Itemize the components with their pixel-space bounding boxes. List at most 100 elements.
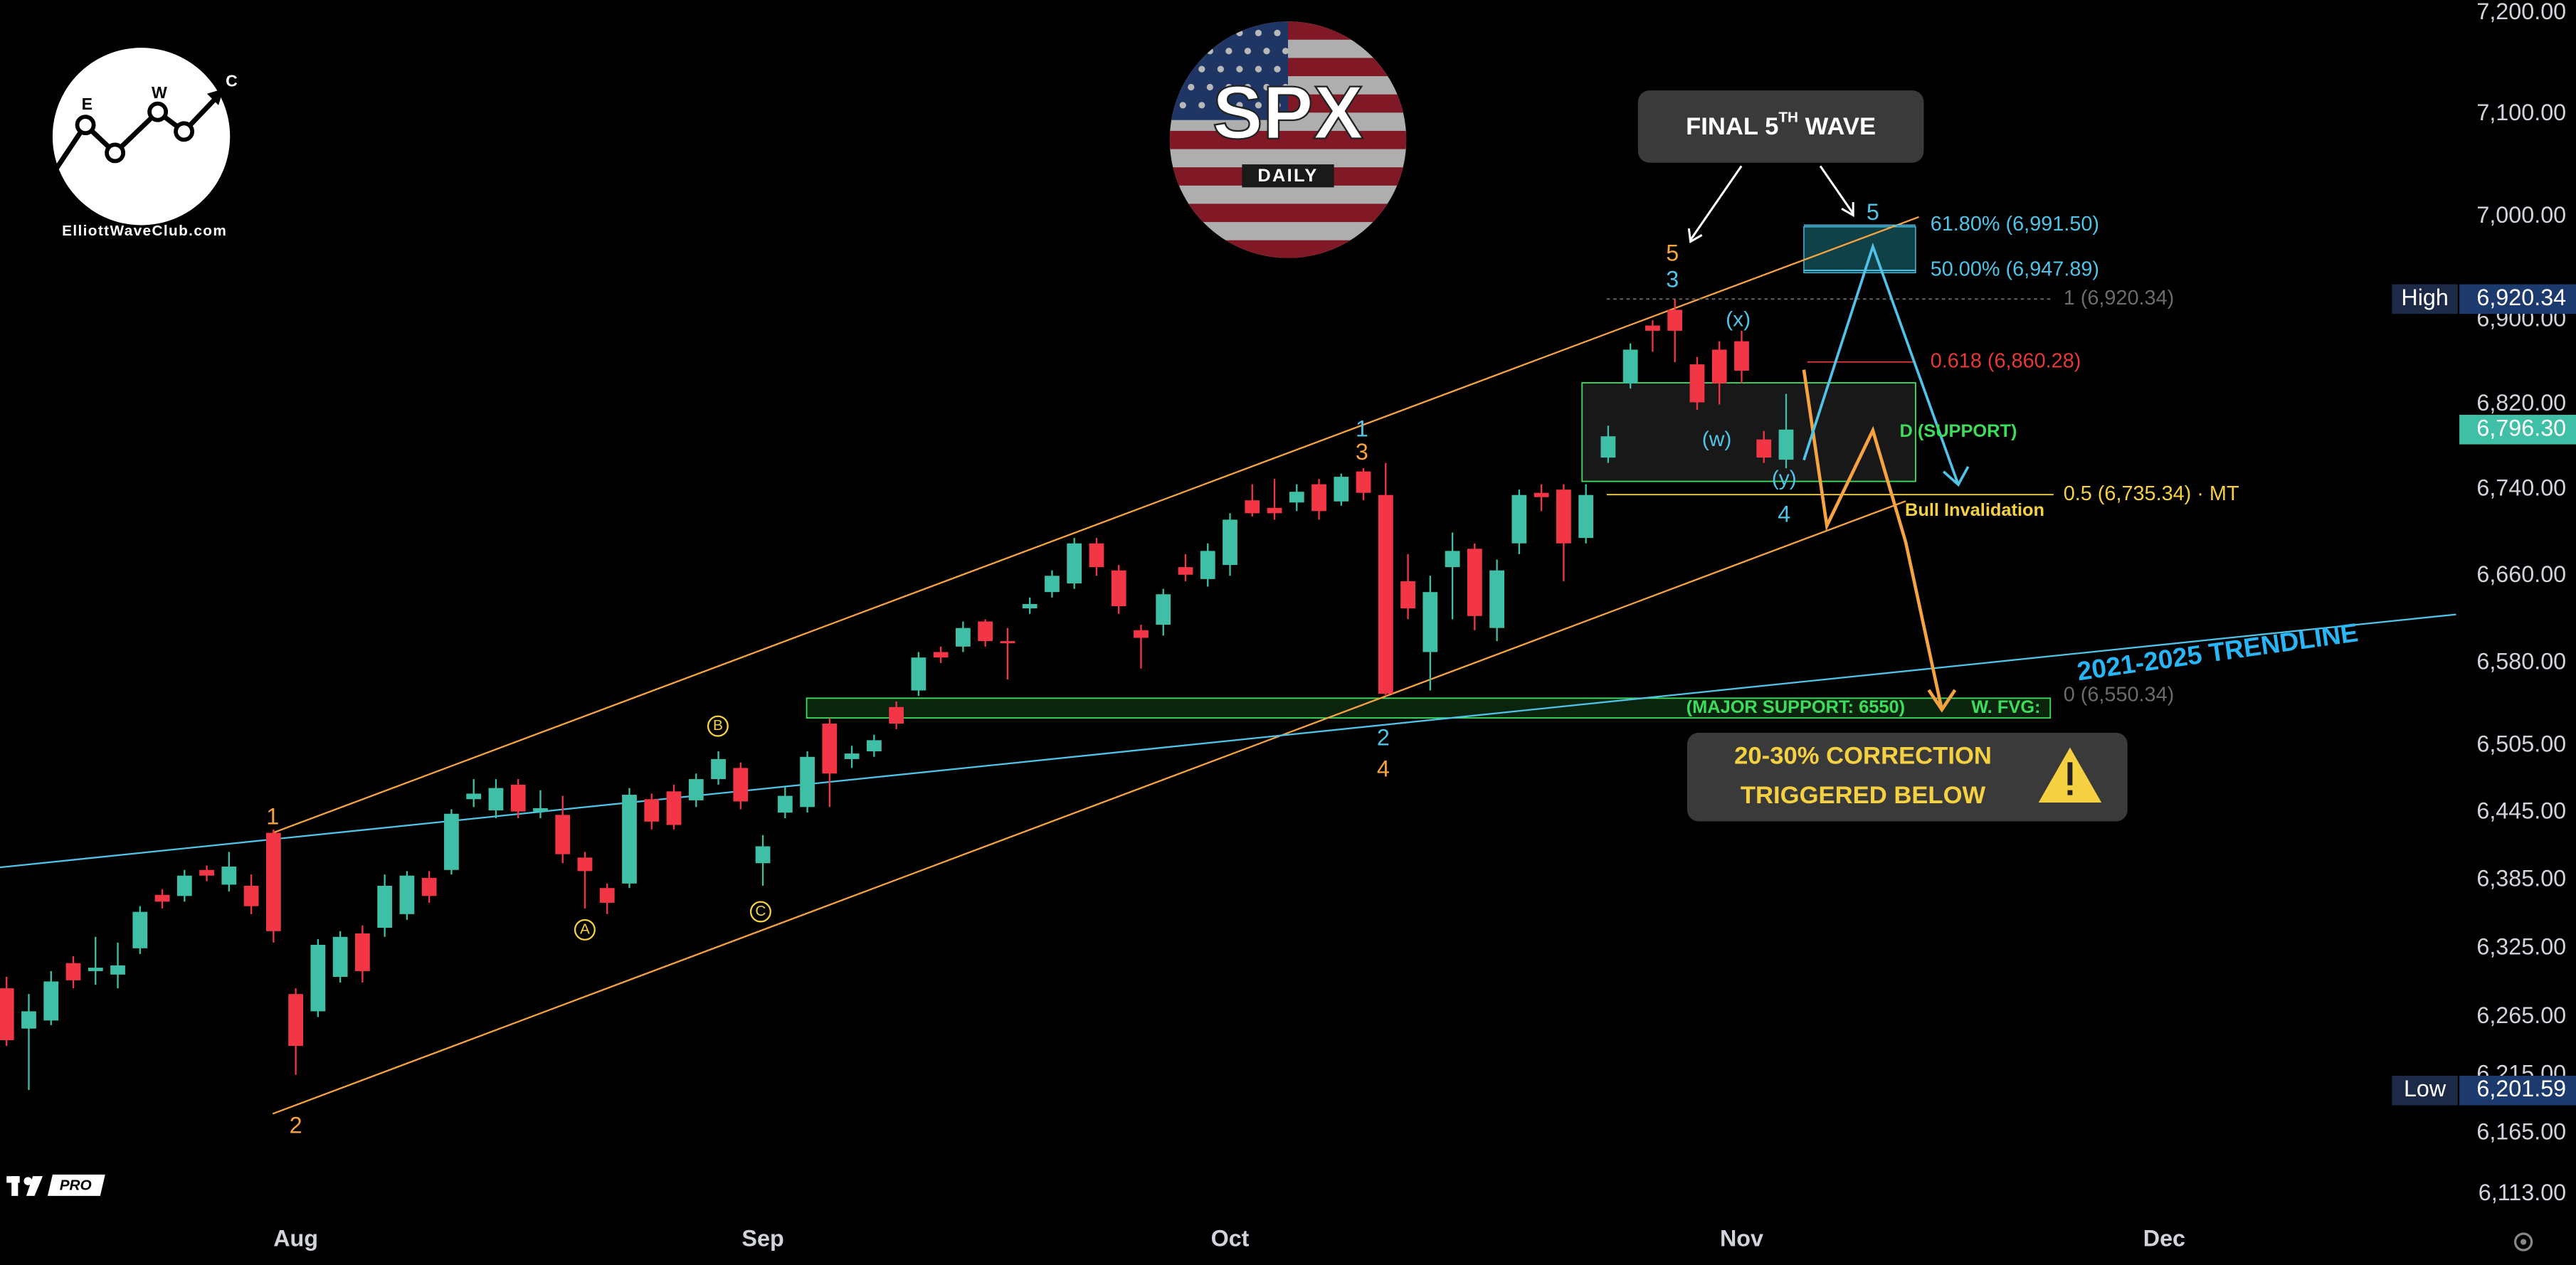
badge-interval: DAILY: [1257, 166, 1318, 186]
x-tick-label: Dec: [2143, 1226, 2185, 1251]
logo-letter: W: [152, 83, 167, 102]
level-label: 0.618 (6,860.28): [1931, 349, 2081, 372]
y-tick-label: 7,100.00: [2476, 100, 2566, 125]
candle-body: [1156, 594, 1171, 625]
badge-symbol: SPX: [1213, 70, 1363, 154]
candle-body: [1422, 592, 1438, 652]
flag-star: [1217, 65, 1224, 73]
candle-body: [399, 875, 415, 914]
candle-body: [1689, 364, 1705, 403]
candle-body: [1000, 641, 1015, 644]
candle-body: [0, 988, 14, 1040]
arrow-head: [1687, 228, 1703, 243]
y-tick-label: 6,165.00: [2476, 1118, 2566, 1144]
annotation: W. FVG:: [1971, 697, 2040, 717]
flag-star: [1188, 83, 1195, 91]
annotation: 5: [1666, 240, 1679, 266]
x-tick-label: Aug: [273, 1226, 318, 1251]
candle-body: [176, 875, 192, 896]
pro-tag: [47, 1174, 105, 1196]
annotation: D (SUPPORT): [1899, 421, 2017, 441]
y-tick-label: 6,740.00: [2476, 475, 2566, 501]
price-badge: [2459, 1075, 2576, 1106]
flag-star: [1255, 102, 1262, 109]
candle-body: [444, 813, 459, 870]
annotation: 1: [266, 803, 279, 829]
callout-part: WAVE: [1798, 113, 1876, 140]
candle-body: [800, 756, 815, 808]
channel-upper: [272, 216, 1919, 834]
callout-arrow: [1689, 165, 1743, 241]
candle-body: [1467, 549, 1482, 616]
annotation: 2: [1377, 725, 1390, 751]
price-badge-label: 6,201.59: [2476, 1076, 2566, 1101]
arrow-head: [1841, 202, 1854, 218]
candle-body: [1778, 429, 1794, 460]
flag-star: [1244, 83, 1252, 91]
candle-body: [421, 877, 437, 896]
candle-body: [822, 724, 838, 774]
candle-body: [154, 894, 170, 902]
y-tick-label: 6,265.00: [2476, 1002, 2566, 1028]
settings-icon-dot: [2520, 1239, 2527, 1245]
candle-body: [1045, 576, 1060, 593]
flag-star: [1198, 102, 1205, 109]
level-label: 0.5 (6,735.34) · MT: [2064, 482, 2239, 505]
flag-star: [1217, 102, 1224, 109]
candle-body: [310, 945, 326, 1012]
candle-body: [777, 795, 793, 813]
level-label: 0 (6,550.34): [2064, 683, 2175, 706]
level-label: 61.80% (6,991.50): [1931, 213, 2099, 235]
candle-body: [1067, 543, 1082, 583]
candle-body: [243, 886, 259, 906]
flag-star: [1282, 48, 1289, 55]
candle-body: [1578, 494, 1594, 539]
y-tick-label: 7,200.00: [2476, 0, 2566, 24]
logo-site: ElliottWaveClub.com: [62, 223, 227, 239]
y-tick-label: 6,385.00: [2476, 866, 2566, 891]
candle-body: [88, 968, 103, 971]
candle-body: [1556, 489, 1571, 544]
logo-node: [75, 115, 96, 136]
callout-box: [1637, 90, 1924, 163]
arrow-head: [1942, 465, 1970, 487]
candle-body: [1200, 551, 1215, 579]
candle-body: [488, 788, 504, 811]
trendline: [0, 613, 2456, 869]
price-badge-label: 6,920.34: [2476, 285, 2566, 310]
flag-stripe: [1169, 130, 1407, 149]
candle-body: [844, 753, 860, 759]
annotation-circle: [707, 715, 729, 737]
flag-star: [1255, 65, 1262, 73]
flag-star: [1274, 29, 1281, 36]
level-label: 1 (6,920.34): [2064, 287, 2175, 309]
annotation: 4: [1377, 756, 1390, 781]
candle-body: [1022, 603, 1038, 609]
candle-body: [1289, 492, 1304, 503]
candle-body: [221, 867, 237, 885]
settings-icon[interactable]: [2513, 1232, 2533, 1251]
channel-lower: [272, 500, 1906, 1115]
y-tick-label: 7,000.00: [2476, 202, 2566, 228]
bull-projection: [1802, 242, 1960, 485]
candle-body: [1089, 543, 1104, 568]
candle-body: [956, 628, 971, 647]
y-tick-label: 6,820.00: [2476, 390, 2566, 416]
candle-body: [911, 657, 927, 691]
annotation: (MAJOR SUPPORT: 6550): [1686, 697, 1905, 717]
annotation-circle: [749, 901, 771, 923]
annotation: 3: [1356, 439, 1368, 465]
y-tick-label: 6,325.00: [2476, 933, 2566, 959]
tv-glyph: [23, 1177, 33, 1185]
flag-star: [1206, 83, 1213, 91]
candle-body: [978, 621, 993, 642]
annotation-circle: [574, 919, 596, 941]
candle-body: [1223, 519, 1237, 566]
flag-star: [1179, 102, 1186, 109]
candle-body: [1622, 349, 1638, 383]
candle-body: [622, 795, 637, 884]
candle-body: [110, 965, 125, 975]
candle-body: [21, 1011, 36, 1029]
logo-node: [105, 142, 126, 164]
